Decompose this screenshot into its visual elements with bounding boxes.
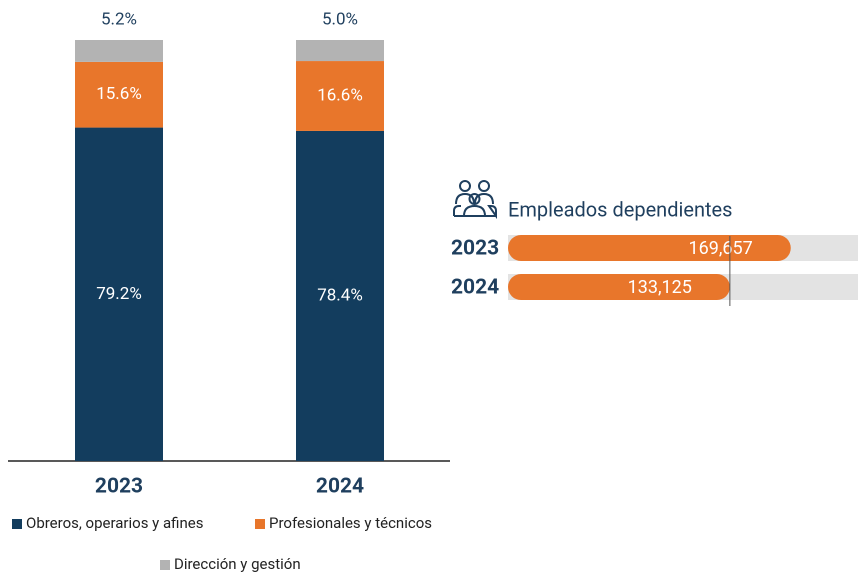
bar-segment bbox=[296, 130, 384, 461]
y-tick-label: 2024 bbox=[451, 276, 499, 300]
people-icon bbox=[453, 180, 497, 220]
legend-swatch bbox=[160, 560, 170, 570]
legend-label: Dirección y gestión bbox=[174, 555, 301, 573]
legend-swatch bbox=[12, 519, 22, 529]
value-label: 5.2% bbox=[101, 9, 137, 29]
legend-label: Obreros, operarios y afines bbox=[26, 514, 203, 532]
value-label: 16.6% bbox=[317, 85, 363, 105]
value-label: 79.2% bbox=[96, 284, 142, 304]
bar-segment bbox=[75, 127, 163, 462]
bar bbox=[508, 235, 791, 261]
legend-swatch bbox=[255, 519, 265, 529]
bar-segment bbox=[296, 61, 384, 131]
x-tick-label: 2023 bbox=[95, 475, 143, 499]
value-label: 78.4% bbox=[317, 285, 363, 305]
bar-segment bbox=[75, 40, 163, 62]
bar bbox=[508, 274, 730, 300]
value-label: 133,125 bbox=[628, 277, 692, 298]
hbar-title: Empleados dependientes bbox=[508, 197, 732, 221]
legend-label: Profesionales y técnicos bbox=[269, 514, 432, 532]
bar-segment bbox=[296, 40, 384, 62]
value-label: 169,657 bbox=[689, 238, 753, 259]
bar-segment bbox=[75, 61, 163, 128]
value-label: 5.0% bbox=[322, 9, 358, 29]
value-label: 15.6% bbox=[96, 84, 142, 104]
y-tick-label: 2023 bbox=[451, 237, 499, 261]
x-tick-label: 2024 bbox=[316, 475, 364, 499]
